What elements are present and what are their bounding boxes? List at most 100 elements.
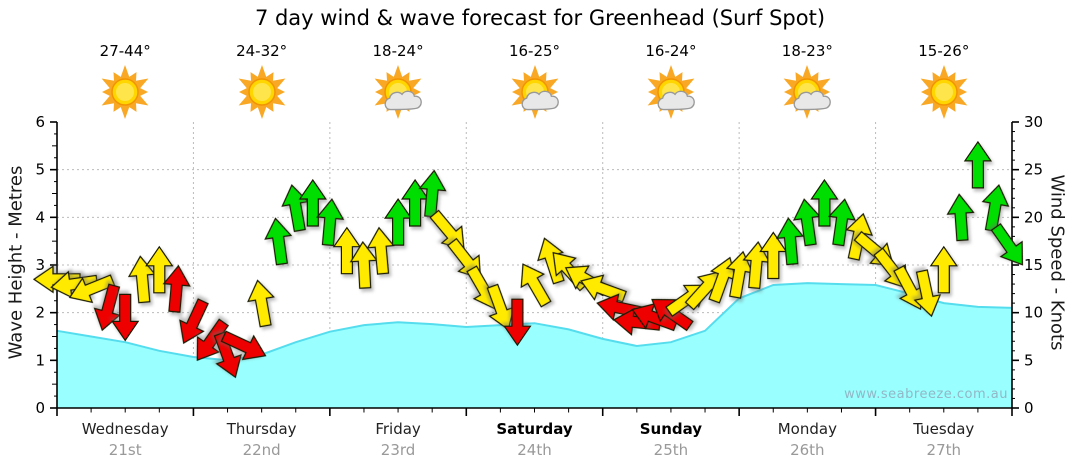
weather-icon-sun-cloud (370, 64, 426, 120)
wind-arrow (366, 226, 395, 275)
wind-arrow (383, 198, 413, 246)
left-axis-tick-label: 4 (35, 208, 45, 226)
wind-arrow (580, 274, 627, 303)
right-axis-tick-label: 25 (1024, 161, 1043, 179)
cloud-icon (521, 90, 559, 111)
right-axis-tick-label: 0 (1024, 399, 1034, 417)
sun-ray (795, 72, 806, 84)
date-label: 25th (653, 441, 689, 459)
day-label: Tuesday (913, 420, 975, 438)
sun-ray (529, 65, 540, 79)
date-label: 22nd (242, 441, 281, 459)
sun-ray (400, 72, 410, 84)
right-axis-tick-label: 20 (1024, 208, 1043, 226)
wind-arrow (68, 274, 116, 304)
left-axis-tick-label: 5 (35, 161, 45, 179)
date-label: 24th (517, 441, 552, 459)
weather-icon-sun (97, 64, 153, 120)
wind-arrow (827, 198, 856, 247)
weather-icon-sun (234, 64, 290, 120)
sun-ray (393, 65, 404, 79)
wind-arrow (179, 298, 209, 345)
sun-ray (536, 72, 546, 84)
sun-ray (127, 72, 137, 84)
sun-ray (263, 72, 274, 84)
sun-ray (250, 100, 260, 112)
wind-arrow (946, 193, 975, 242)
sun-ray (238, 87, 249, 97)
sun-icon (238, 65, 286, 119)
weather-icon-sun (916, 64, 972, 120)
sun-ray (802, 65, 813, 79)
sun-icon (101, 65, 149, 119)
day-label: Wednesday (81, 420, 169, 438)
sun-ray (956, 87, 967, 97)
wind-arrow (981, 184, 1010, 233)
sun-ray (113, 72, 124, 84)
cloud-icon (657, 90, 695, 111)
wave-height-edge (56, 282, 1013, 362)
date-label: 21st (108, 441, 142, 459)
wind-arrow (93, 283, 121, 332)
sun-cloud-icon (783, 65, 832, 119)
day-label: Friday (375, 420, 421, 438)
sun-ray (375, 87, 386, 97)
sun-cloud-icon (374, 65, 422, 119)
sun-ray (250, 72, 260, 84)
wind-arrow (213, 331, 242, 379)
sun-ray (274, 87, 285, 97)
temp-range-label: 18-24° (372, 42, 424, 60)
cloud-icon (384, 90, 422, 111)
wind-arrow (990, 223, 1024, 266)
wind-arrow (810, 178, 839, 227)
sun-ray (120, 105, 131, 119)
sun-ray (263, 100, 274, 112)
wind-arrow (111, 293, 140, 342)
sun-ray (932, 100, 942, 112)
wind-arrow (145, 245, 174, 294)
temp-range-label: 16-24° (645, 42, 697, 60)
day-label: Sunday (639, 420, 703, 438)
sun-ray (920, 87, 931, 97)
sun-ray (945, 100, 956, 112)
sun-ray (665, 65, 676, 79)
sun-ray (938, 65, 949, 79)
weather-icon-sun-cloud (779, 64, 835, 120)
temp-range-label: 18-23° (781, 42, 833, 60)
sun-ray (809, 72, 819, 84)
temp-range-label: 24-32° (236, 42, 288, 60)
wind-arrow (196, 318, 230, 362)
right-axis-tick-label: 10 (1024, 304, 1043, 322)
wind-arrow (503, 298, 532, 347)
sun-ray (113, 100, 124, 112)
right-axis-tick-label: 15 (1024, 256, 1043, 274)
day-label: Monday (777, 420, 837, 438)
wind-arrow (759, 231, 788, 280)
weather-icon-sun-cloud (507, 64, 563, 120)
sun-ray (659, 72, 669, 84)
right-axis-tick-label: 5 (1024, 351, 1034, 369)
sun-ray (102, 87, 113, 97)
cloud-icon (793, 90, 832, 111)
temp-range-label: 16-25° (508, 42, 561, 60)
left-axis-tick-label: 0 (35, 399, 45, 417)
wind-arrow (162, 264, 191, 313)
day-label: Thursday (226, 420, 297, 438)
wind-arrow (264, 217, 293, 266)
wind-arrow (418, 169, 447, 218)
wind-arrow (520, 263, 552, 308)
sun-ray (523, 72, 533, 84)
wind-arrow (913, 269, 942, 318)
watermark: www.seabreeze.com.au (844, 387, 1008, 402)
chart-title: 7 day wind & wave forecast for Greenhead… (254, 6, 826, 30)
date-label: 27th (926, 441, 962, 459)
wind-arrow (775, 217, 805, 266)
sun-cloud-icon (511, 65, 559, 119)
sun-ray (138, 87, 149, 97)
sun-ray (386, 72, 396, 84)
sun-ray (938, 105, 949, 119)
sun-icon (920, 65, 968, 119)
sun-cloud-icon (647, 65, 695, 119)
